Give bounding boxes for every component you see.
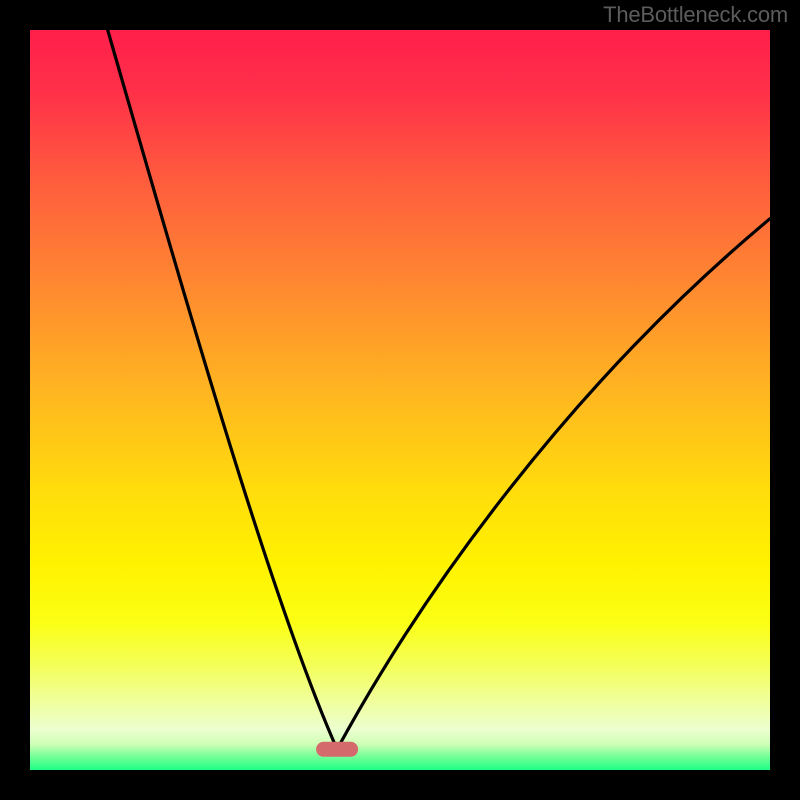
watermark-text: TheBottleneck.com — [603, 2, 788, 28]
minimum-marker — [316, 742, 358, 757]
bottleneck-chart-svg — [0, 0, 800, 800]
chart-canvas: TheBottleneck.com — [0, 0, 800, 800]
